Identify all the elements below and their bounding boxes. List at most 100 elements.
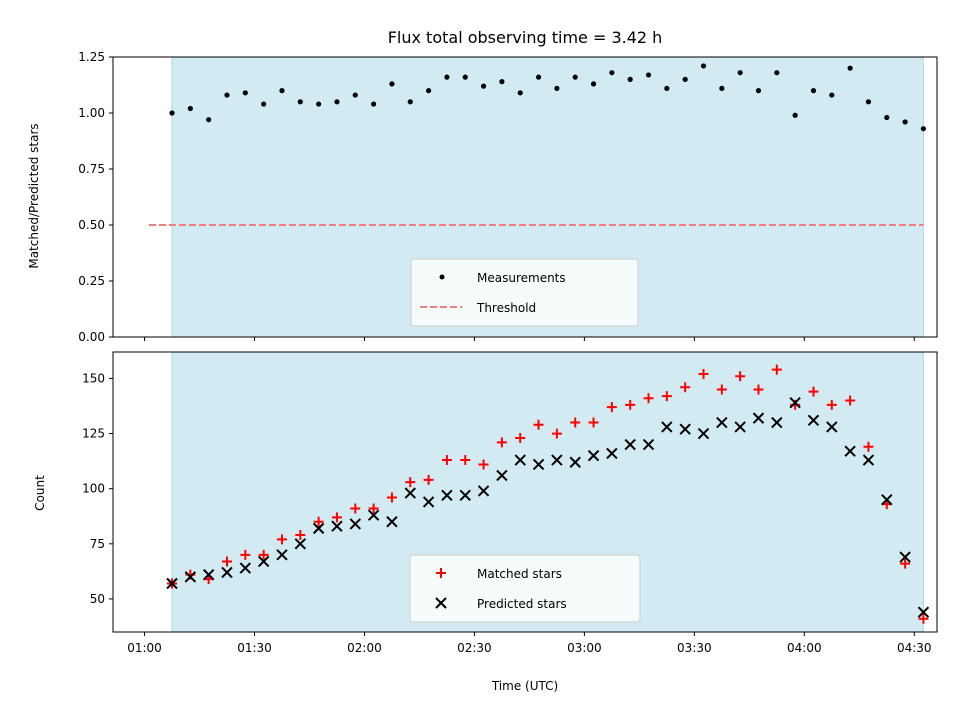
predicted-stars-point	[862, 454, 875, 466]
matched-stars-point	[313, 516, 324, 527]
measurements-point	[847, 65, 853, 71]
measurements-point	[389, 81, 395, 87]
x-tick-label: 02:00	[347, 641, 382, 655]
matched-stars-point	[350, 503, 361, 514]
bottom-y-tick-label: 50	[90, 592, 105, 606]
matched-stars-point	[698, 369, 709, 380]
matched-stars-point	[900, 558, 911, 569]
measurements-point	[169, 110, 175, 116]
measurements-point	[719, 85, 725, 91]
measurements-point	[316, 101, 322, 107]
top-y-axis-label: Matched/Predicted stars	[27, 123, 41, 268]
measurements-point	[682, 76, 688, 82]
measurements-point	[407, 99, 413, 105]
x-tick-label: 03:00	[567, 641, 602, 655]
legend-marker-matched-stars	[436, 568, 446, 578]
measurements-point	[627, 76, 633, 82]
predicted-stars-point	[276, 549, 288, 561]
matched-stars-point	[221, 556, 232, 567]
predicted-stars-point	[826, 421, 838, 433]
predicted-stars-point	[349, 518, 361, 530]
measurements-point	[609, 70, 615, 76]
top-y-tick-label: 1.25	[78, 50, 105, 64]
x-tick-label: 04:00	[787, 641, 822, 655]
matched-stars-point	[771, 364, 782, 375]
predicted-stars-point	[404, 487, 416, 499]
measurements-point	[572, 74, 578, 80]
bottom-y-axis-label: Count	[33, 475, 47, 511]
measurements-point	[554, 85, 560, 91]
measurements-point	[884, 114, 890, 121]
predicted-stars-point	[899, 551, 911, 563]
matched-stars-point	[386, 492, 397, 503]
matched-stars-point	[680, 382, 691, 393]
matched-stars-point	[735, 371, 746, 382]
predicted-stars-point	[569, 456, 581, 468]
bottom-legend: Matched stars Predicted stars	[409, 554, 641, 623]
measurements-point	[590, 81, 597, 87]
predicted-stars-point	[551, 454, 563, 466]
measurements-point	[755, 88, 762, 94]
matched-stars-point	[258, 549, 269, 560]
measurements-point	[902, 119, 908, 125]
predicted-stars-point	[477, 485, 490, 497]
legend-label-measurements: Measurements	[477, 271, 566, 285]
measurements-point	[810, 88, 817, 94]
measurements-point	[499, 79, 505, 85]
measurements-point	[297, 99, 303, 105]
measurements-point	[242, 90, 248, 96]
predicted-stars-point	[184, 571, 197, 583]
predicted-stars-point	[771, 416, 783, 429]
predicted-stars-point	[917, 606, 930, 618]
top-chart-title: Flux total observing time = 3.42 h	[388, 28, 663, 47]
x-tick-label: 03:30	[677, 641, 712, 655]
predicted-stars-point	[642, 438, 655, 451]
legend-label-threshold: Threshold	[476, 301, 536, 315]
matched-stars-point	[423, 474, 434, 485]
bottom-y-tick-label: 125	[82, 427, 105, 441]
predicted-stars-point	[789, 397, 801, 409]
top-y-tick-label: 0.50	[78, 218, 105, 232]
matched-stars-point	[276, 534, 287, 545]
predicted-stars-point	[312, 522, 325, 535]
measurements-point	[774, 70, 780, 76]
matched-stars-point	[240, 549, 251, 560]
bottom-y-tick-label: 150	[82, 371, 105, 385]
measurements-point	[480, 83, 487, 89]
measurements-point	[371, 101, 377, 107]
predicted-stars-point	[459, 489, 471, 502]
top-y-tick-label: 0.25	[78, 274, 105, 288]
measurements-point	[920, 126, 927, 132]
predicted-stars-point	[221, 566, 233, 579]
top-panel: 0.00 0.25 0.50 0.75 1.00 1.25	[78, 50, 938, 344]
predicted-stars-point	[331, 520, 343, 532]
predicted-stars-point	[624, 438, 636, 451]
measurements-point	[206, 117, 212, 123]
predicted-stars-point	[441, 489, 453, 502]
matched-stars-point	[918, 613, 929, 624]
measurements-point	[865, 99, 872, 105]
predicted-stars-point	[881, 494, 893, 506]
matched-stars-point	[570, 417, 581, 428]
matched-stars-point	[460, 455, 471, 466]
matched-stars-point	[808, 386, 819, 397]
top-y-tick-label: 1.00	[78, 106, 105, 120]
matched-stars-point	[533, 419, 544, 430]
measurements-point	[224, 92, 230, 98]
legend-label-matched-stars: Matched stars	[477, 567, 562, 581]
bottom-y-tick-label: 100	[82, 482, 105, 496]
matched-stars-point	[295, 529, 306, 540]
matched-stars-point	[441, 455, 452, 466]
matched-stars-point	[405, 477, 416, 488]
matched-stars-point	[588, 417, 599, 428]
measurements-point	[792, 112, 798, 118]
top-axes-frame	[112, 56, 938, 338]
predicted-stars-point	[606, 447, 618, 460]
predicted-stars-point	[294, 538, 307, 550]
matched-stars-point	[661, 391, 672, 402]
matched-stars-point	[845, 395, 856, 406]
measurements-point	[334, 99, 340, 105]
x-axis-label: Time (UTC)	[491, 679, 558, 693]
measurements-point	[187, 105, 193, 112]
